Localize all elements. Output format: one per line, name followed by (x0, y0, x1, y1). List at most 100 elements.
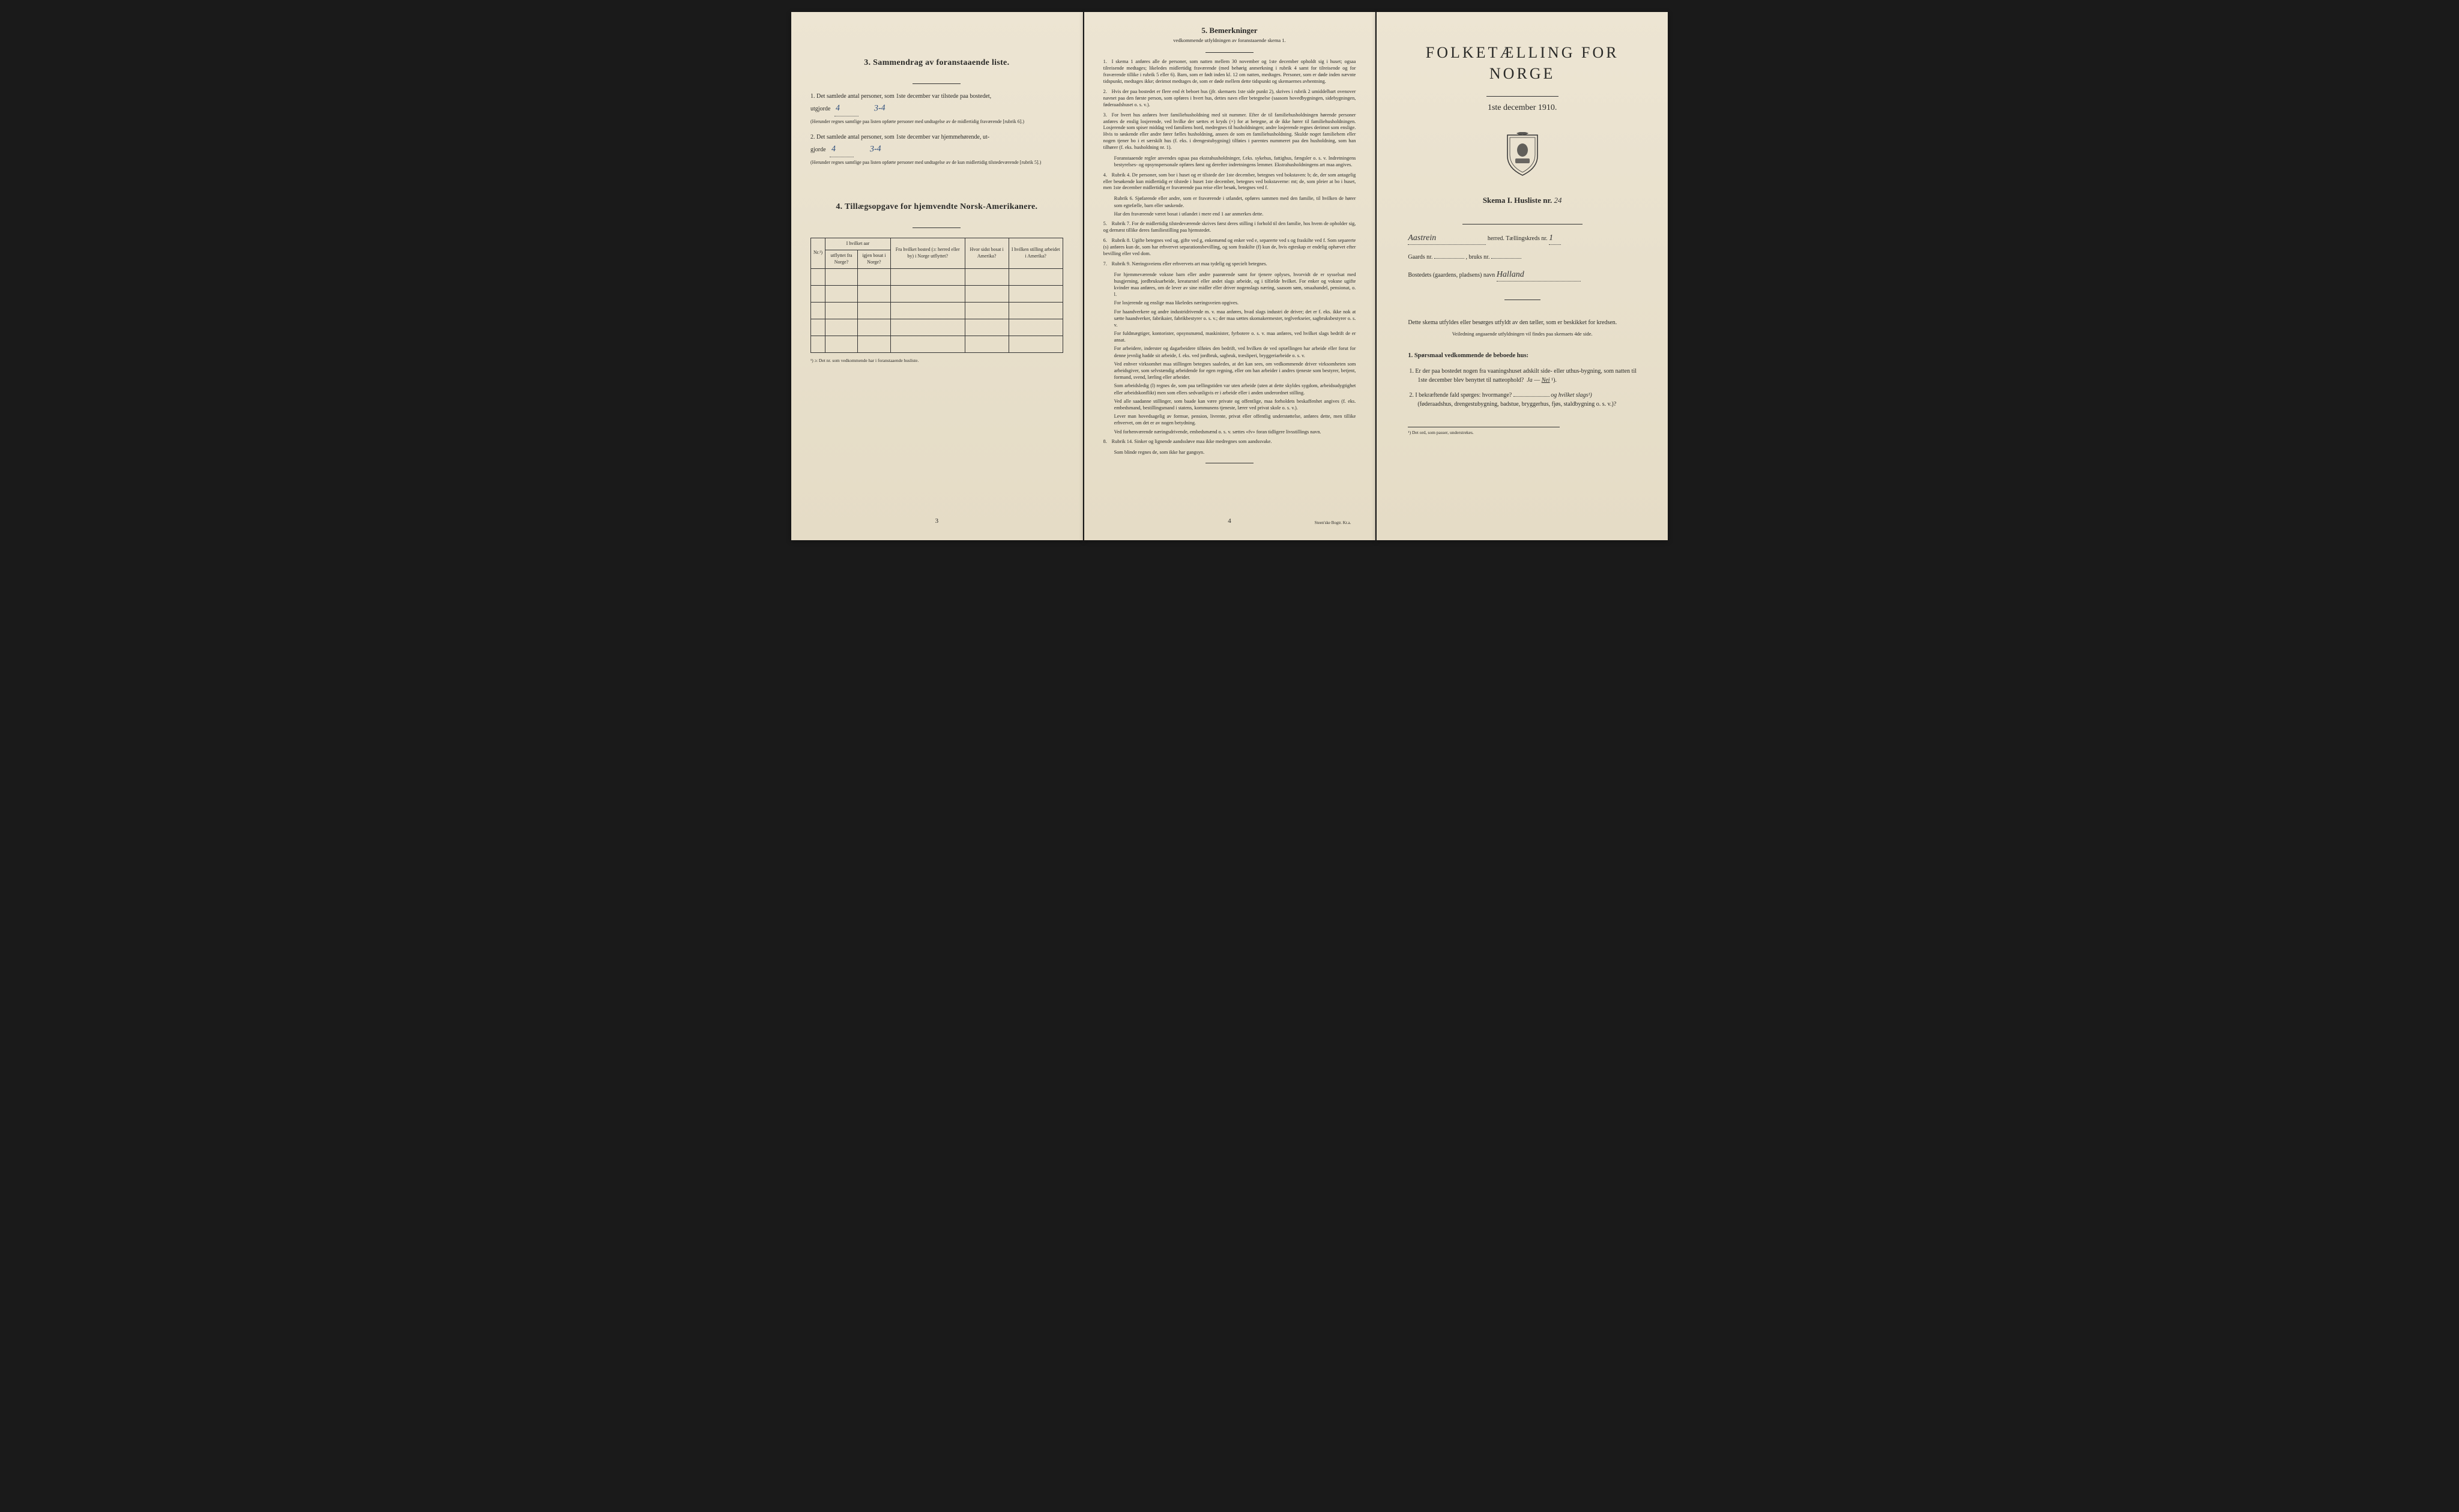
divider (913, 83, 961, 84)
census-document: 3. Sammendrag av foranstaaende liste. 1.… (791, 12, 1668, 540)
bosted-hw: Halland (1497, 270, 1524, 279)
item-note: (Herunder regnes samtlige paa listen opf… (810, 119, 1063, 125)
divider (1486, 96, 1558, 97)
q1-text: 1. Er der paa bostedet nogen fra vaaning… (1409, 368, 1637, 384)
section-4-title: 4. Tillægsopgave for hjemvendte Norsk-Am… (810, 202, 1063, 213)
summary-item-2: 2. Det samlede antal personer, som 1ste … (810, 132, 1063, 166)
remark-subtext: Rubrik 6. Sjøfarende eller andre, som er… (1114, 195, 1356, 208)
question-1: 1. Er der paa bostedet nogen fra vaaning… (1417, 367, 1637, 385)
remark-subtext: Har den fraværende været bosat i utlande… (1114, 211, 1356, 217)
skema-label: Skema I. Husliste nr. (1483, 196, 1552, 205)
th-igjen: igjen bosat i Norge? (857, 250, 890, 268)
remark-item: 3.For hvert hus anføres hver familiehush… (1103, 112, 1356, 152)
divider (1205, 52, 1254, 53)
coat-of-arms-icon (1504, 132, 1540, 177)
remark-number: 3. (1103, 112, 1112, 119)
q2-tail: (føderaadshus, drengestubygning, badstue… (1417, 401, 1616, 408)
remark-text: Rubrik 7. For de midlertidig tilstedevær… (1103, 221, 1356, 233)
remark-paragraph: For losjerende og enslige maa likeledes … (1114, 300, 1356, 306)
divider (913, 227, 961, 228)
remark-number: 2. (1103, 89, 1112, 95)
handwritten-value: 4 (831, 142, 836, 157)
herred-line: Aastrein herred. Tællingskreds nr. 1 (1396, 233, 1649, 245)
page-number: 4 (1228, 517, 1231, 526)
dotted-field: 4 (834, 101, 858, 116)
item-number: 1. (810, 93, 815, 100)
remark-text: Rubrik 9. Næringsveiens eller erhvervets… (1112, 261, 1267, 267)
page-3-summary: 3. Sammendrag av foranstaaende liste. 1.… (791, 12, 1083, 540)
remark-item: 5.Rubrik 7. For de midlertidig tilstedev… (1103, 221, 1356, 234)
amerikanere-table: Nr.¹) I hvilket aar Fra hvilket bosted (… (810, 238, 1063, 352)
remark-paragraph: Ved forhenværende næringsdrivende, embed… (1114, 429, 1356, 435)
remark-number: 7. (1103, 261, 1112, 268)
remark-item: 8.Rubrik 14. Sinker og lignende aandsslø… (1103, 439, 1356, 445)
bosted-label: Bostedets (gaardens, pladsens) navn (1408, 272, 1495, 279)
th-nr: Nr.¹) (811, 238, 825, 268)
remark-number: 5. (1103, 221, 1112, 227)
bruks-label: , bruks nr. (1465, 254, 1489, 261)
item-number: 2. (810, 134, 815, 140)
date-subtitle: 1ste december 1910. (1396, 103, 1649, 114)
page-1-cover: FOLKETÆLLING FOR NORGE 1ste december 191… (1377, 12, 1668, 540)
husliste-nr-hw: 24 (1554, 196, 1562, 205)
remark-text: Rubrik 4. De personer, som bor i huset o… (1103, 172, 1356, 191)
herred-hw: Aastrein (1408, 233, 1436, 242)
dotted-field: 4 (830, 142, 854, 157)
kreds-hw: 1 (1549, 233, 1553, 242)
remark-text: For hvert hus anføres hver familiehushol… (1103, 112, 1356, 151)
gjorde-label: gjorde (810, 146, 826, 153)
remark-paragraph: For hjemmeværende voksne barn eller andr… (1114, 271, 1356, 298)
remark-text: Hvis der paa bostedet er flere end ét be… (1103, 89, 1356, 107)
table-footnote: ¹) ɔ: Det nr. som vedkommende har i fora… (810, 358, 1063, 364)
skema-line: Skema I. Husliste nr. 24 (1396, 195, 1649, 206)
remark-paragraph: Lever man hovedsagelig av formue, pensio… (1114, 413, 1356, 426)
q2-og: og hvilket slags¹) (1551, 392, 1592, 399)
remark-number: 4. (1103, 172, 1112, 179)
th-utflyttet: utflyttet fra Norge? (825, 250, 858, 268)
remark-paragraph: Som arbeidsledig (l) regnes de, som paa … (1114, 382, 1356, 396)
footnote: ¹) Det ord, som passer, understrekes. (1408, 427, 1559, 436)
main-title: FOLKETÆLLING FOR NORGE (1396, 42, 1649, 84)
remark-item: 2.Hvis der paa bostedet er flere end ét … (1103, 89, 1356, 109)
remark-text: I skema 1 anføres alle de personer, som … (1103, 59, 1356, 84)
summary-item-1: 1. Det samlede antal personer, som 1ste … (810, 91, 1063, 125)
handwritten-value: 4 (836, 101, 840, 116)
remark-item: 6.Rubrik 8. Ugifte betegnes ved ug, gift… (1103, 238, 1356, 258)
page-number: 3 (935, 517, 939, 526)
handwritten-value: 3-4 (869, 142, 881, 157)
section-5-title: 5. Bemerkninger (1103, 25, 1356, 36)
item-text: Det samlede antal personer, som 1ste dec… (816, 93, 991, 100)
remark-text: Rubrik 8. Ugifte betegnes ved ug, gifte … (1103, 238, 1356, 256)
remark-item: 4.Rubrik 4. De personer, som bor i huset… (1103, 172, 1356, 192)
remark-paragraph: For fuldmægtiger, kontorister, opsynsmæn… (1114, 330, 1356, 343)
section-5-subtitle: vedkommende utfyldningen av foranstaaend… (1103, 37, 1356, 44)
remark-item: 1.I skema 1 anføres alle de personer, so… (1103, 59, 1356, 85)
herred-label: herred. Tællingskreds nr. (1488, 235, 1548, 242)
page-4-remarks: 5. Bemerkninger vedkommende utfyldningen… (1084, 12, 1376, 540)
nei-option: Nei (1542, 377, 1550, 384)
sup-ref: ¹). (1551, 377, 1557, 384)
bosted-line: Bostedets (gaardens, pladsens) navn Hall… (1396, 270, 1649, 282)
remark-item: 7.Rubrik 9. Næringsveiens eller erhverve… (1103, 261, 1356, 268)
handwritten-value: 3-4 (874, 101, 886, 116)
remark-subtext: Som blinde regnes de, som ikke har gangs… (1114, 449, 1356, 456)
th-aar: I hvilket aar (825, 238, 891, 250)
remark-number: 8. (1103, 439, 1112, 445)
item-note: (Herunder regnes samtlige paa listen opf… (810, 160, 1063, 166)
remarks-list: 1.I skema 1 anføres alle de personer, so… (1103, 59, 1356, 456)
question-heading: 1. Spørsmaal vedkommende de beboede hus: (1408, 352, 1637, 360)
table-body (811, 268, 1063, 352)
utgjorde-label: utgjorde (810, 106, 830, 112)
remark-paragraph: For haandverkere og andre industridriven… (1114, 309, 1356, 329)
question-2: 2. I bekræftende fald spørges: hvormange… (1417, 391, 1637, 409)
item-text: Det samlede antal personer, som 1ste dec… (816, 134, 989, 140)
th-sidst: Hvor sidst bosat i Amerika? (965, 238, 1009, 268)
gaards-line: Gaards nr. , bruks nr. (1396, 253, 1649, 262)
remark-number: 1. (1103, 59, 1112, 65)
instructions-note: Veiledning angaaende utfyldningen vil fi… (1396, 331, 1649, 337)
q2-text: 2. I bekræftende fald spørges: hvormange… (1409, 392, 1512, 399)
remark-number: 6. (1103, 238, 1112, 244)
th-bosted: Fra hvilket bosted (ɔ: herred eller by) … (890, 238, 965, 268)
printer-credit: Steen'ske Bogtr. Kr.a. (1315, 520, 1351, 526)
ja-option: Ja (1527, 377, 1532, 384)
